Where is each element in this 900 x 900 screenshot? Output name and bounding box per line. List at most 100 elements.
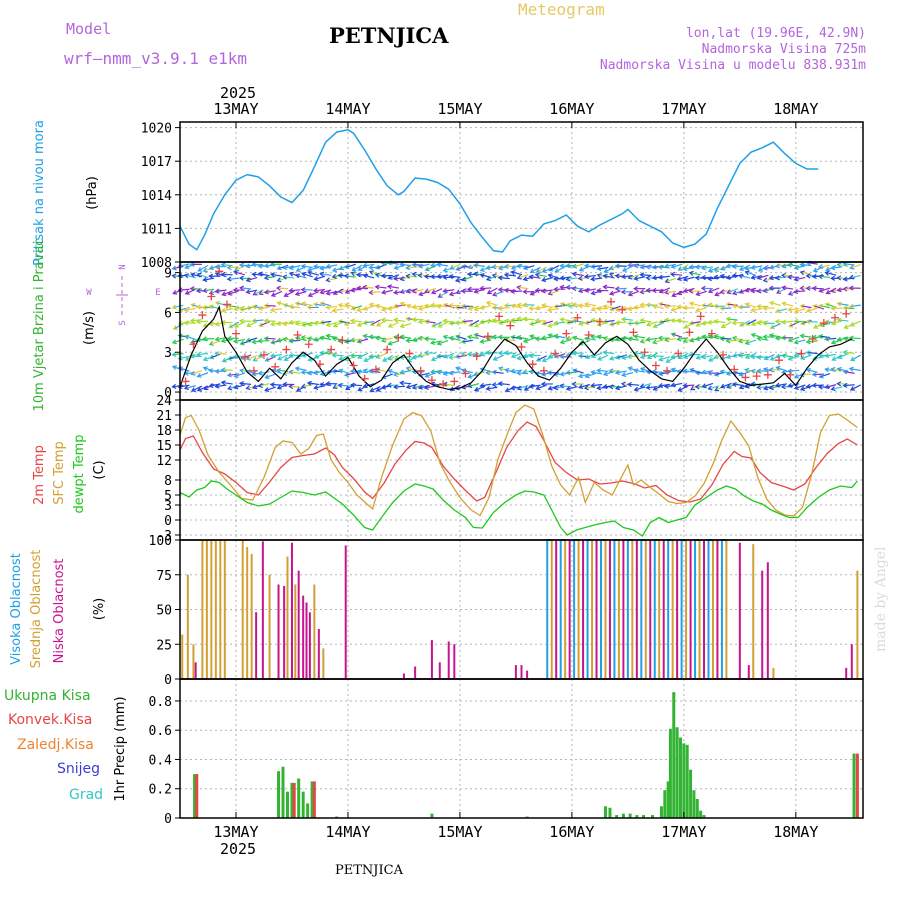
wind-arrow-head [264, 387, 270, 392]
precip-bar [692, 790, 696, 818]
wind-arrow-head [603, 268, 609, 273]
wind-arrow [449, 336, 461, 342]
wind-arrow-head [392, 384, 398, 390]
wind-arrow [258, 272, 270, 277]
wind-arrow [806, 351, 818, 355]
wind-arrow [498, 352, 510, 355]
wind-arrow [628, 337, 640, 341]
wind-arrow-head [639, 272, 645, 278]
wind-arrow-head [411, 271, 417, 277]
wind-arrow-head [787, 290, 794, 296]
gust-marker [584, 330, 593, 339]
wind-arrow-head [620, 316, 626, 322]
wind-arrow-head [744, 287, 750, 293]
wind-arrow-head [454, 353, 460, 360]
wind-arrow-head [319, 301, 325, 307]
wind-arrow-head [528, 274, 534, 280]
wind-arrow-head [269, 261, 275, 267]
wind-arrow-head [183, 320, 189, 326]
wind-arrow-head [750, 368, 756, 374]
wind-arrow-head [688, 270, 694, 276]
wind-arrow [289, 305, 301, 309]
wind-arrow-head [171, 304, 177, 310]
wind-arrow-head [688, 320, 694, 326]
wind-arrow-head [362, 320, 368, 326]
wind-arrow-head [836, 381, 842, 387]
wind-arrow-head [190, 272, 196, 278]
wind-arrow [584, 274, 597, 278]
wind-arrow [178, 367, 190, 372]
wind-arrow-head [583, 287, 590, 293]
wind-arrow-head [485, 276, 492, 282]
wind-arrow-head [695, 291, 701, 297]
wind-arrow-head [756, 288, 762, 294]
wind-arrow [695, 277, 707, 279]
wind-arrow-head [578, 340, 584, 346]
wind-arrow-head [762, 265, 768, 271]
wind-arrow [184, 385, 196, 389]
wind-arrow [646, 321, 658, 326]
wind-arrow-head [848, 366, 854, 372]
wind-arrow [467, 273, 479, 276]
wind-arrow-head [750, 354, 755, 360]
wind-arrow-head [830, 339, 836, 345]
wind-arrow-head [171, 273, 177, 279]
wind-arrow-head [781, 285, 787, 291]
gust-marker [786, 370, 795, 379]
wind-arrow-head [195, 319, 201, 325]
wind-arrow-head [756, 336, 762, 342]
wind-arrow-head [455, 289, 461, 295]
wind-arrow-head [269, 382, 275, 388]
wind-arrow-head [263, 318, 269, 324]
wind-arrow-head [688, 301, 695, 307]
wind-arrow-head [757, 267, 763, 272]
wind-arrow-head [491, 334, 497, 340]
y-tick-label: 0.8 [149, 695, 172, 710]
precip-ylabel: 1hr Precip (mm) [113, 696, 128, 801]
wind-arrow-head [780, 335, 786, 341]
gust-marker [189, 340, 198, 349]
wind-arrow [529, 354, 541, 357]
wind-arrow-head [184, 264, 190, 270]
wind-arrow [578, 288, 590, 292]
gust-marker [405, 349, 414, 358]
wind-arrow-head [214, 288, 220, 294]
wind-arrow [277, 287, 289, 290]
wind-arrow [727, 288, 738, 294]
wind-arrow [517, 286, 529, 290]
y-tick-label: 0.4 [149, 753, 173, 768]
wind-arrow-head [257, 306, 263, 312]
wind-arrow-head [750, 307, 756, 313]
y-tick-label: 8 [164, 474, 172, 489]
wind-arrow [412, 355, 424, 359]
wind-arrow-head [583, 336, 590, 342]
wind-arrow-head [627, 366, 633, 372]
panel-frame-wind [179, 261, 864, 401]
wind-arrow-head [707, 385, 713, 391]
wind-arrow-head [393, 317, 399, 323]
precip-bar [852, 753, 856, 818]
wind-arrow [486, 275, 498, 281]
wind-arrow-head [467, 373, 473, 379]
wind-arrow-head [399, 288, 405, 294]
wind-arrow [621, 318, 633, 321]
wind-arrow-head [750, 274, 756, 280]
wind-arrow-head [269, 353, 275, 359]
wind-arrow-head [417, 352, 423, 358]
wind-arrow-head [663, 303, 669, 309]
wind-arrow-head [553, 303, 559, 309]
wind-arrow-head [331, 273, 337, 279]
wind-arrow-head [664, 278, 670, 284]
wind-arrow-head [226, 264, 232, 271]
wind-arrow-head [337, 319, 343, 325]
wind-arrow-head [380, 289, 387, 295]
meteogram-label: Meteogram [518, 0, 605, 19]
wind-arrow [234, 264, 246, 271]
wind-arrow-head [824, 367, 830, 373]
wind-arrow-head [548, 266, 554, 272]
wind-arrow-head [406, 357, 412, 363]
wind-arrow [517, 384, 529, 390]
wind-arrow-head [405, 337, 411, 344]
wind-arrow [277, 276, 289, 282]
wind-arrow-head [651, 275, 657, 281]
